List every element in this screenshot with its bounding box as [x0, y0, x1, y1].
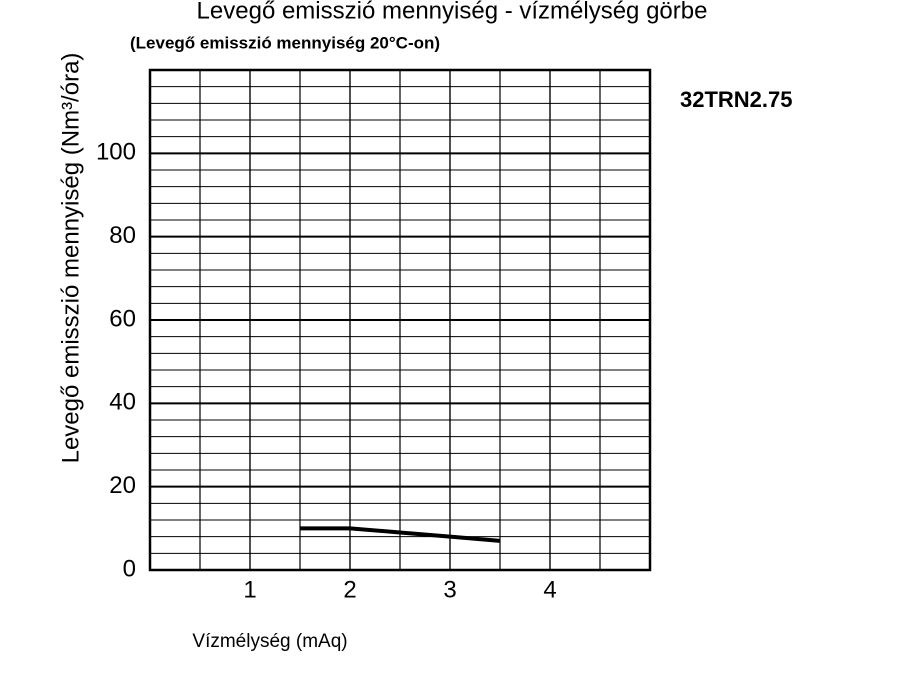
model-annotation: 32TRN2.75 — [680, 87, 793, 112]
x-tick-label: 3 — [443, 576, 456, 603]
data-line — [300, 526, 501, 543]
y-tick-label: 100 — [96, 139, 136, 166]
y-tick-label: 60 — [109, 305, 136, 332]
chart-title: Levegő emisszió mennyiség - vízmélység g… — [197, 0, 708, 24]
y-tick-label: 20 — [109, 472, 136, 499]
x-tick-label: 2 — [343, 576, 356, 603]
x-axis-label: Vízmélység (mAq) — [192, 631, 347, 652]
chart-subtitle: (Levegő emisszió mennyiség 20°C-on) — [130, 33, 440, 52]
x-tick-label: 4 — [543, 576, 556, 603]
x-tick-label: 1 — [243, 576, 256, 603]
y-tick-label: 0 — [123, 555, 136, 582]
plot-frame — [148, 68, 652, 572]
y-tick-label: 40 — [109, 389, 136, 416]
y-tick-label: 80 — [109, 222, 136, 249]
y-axis-label: Levegő emisszió mennyiség (Nm³/óra) — [57, 53, 84, 464]
